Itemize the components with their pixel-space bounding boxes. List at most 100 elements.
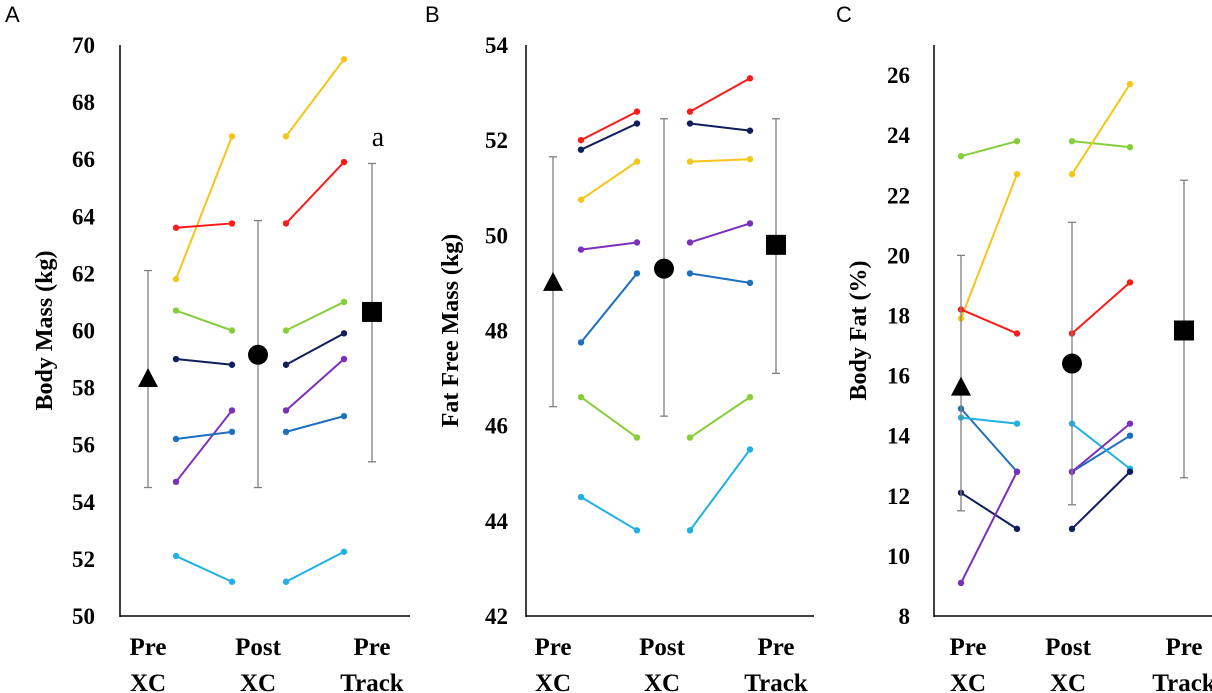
individual-point bbox=[633, 108, 641, 115]
individual-line bbox=[1071, 140, 1131, 149]
individual-point bbox=[577, 339, 585, 346]
individual-point bbox=[577, 393, 585, 401]
x-category-label: Post bbox=[235, 634, 282, 661]
individual-point bbox=[686, 239, 694, 246]
y-tick-label: 66 bbox=[72, 147, 95, 172]
individual-point bbox=[633, 120, 641, 127]
y-tick-label: 58 bbox=[72, 376, 95, 401]
y-tick-label: 60 bbox=[72, 319, 95, 344]
y-tick-label: 22 bbox=[887, 183, 910, 208]
individual-point bbox=[746, 279, 754, 287]
x-category-label: XC bbox=[644, 670, 680, 693]
x-category-label: XC bbox=[950, 670, 986, 693]
individual-point bbox=[228, 133, 236, 140]
mean-marker-square bbox=[766, 234, 786, 255]
individual-point bbox=[1126, 143, 1134, 151]
y-tick-label: 42 bbox=[485, 604, 508, 629]
y-tick-label: 70 bbox=[72, 33, 95, 58]
mean-marker-circle bbox=[654, 258, 674, 279]
y-tick-label: 44 bbox=[485, 509, 509, 534]
individual-point bbox=[1013, 525, 1021, 533]
panel-b: B 42 44 46 48 50 52 54 Fat Free Mass (kg) Pre XC Po… bbox=[425, 2, 814, 693]
individual-line bbox=[1071, 434, 1131, 473]
individual-line bbox=[689, 222, 751, 244]
x-category-label: Track bbox=[744, 670, 808, 693]
y-tick-label: 54 bbox=[72, 490, 96, 515]
individual-line bbox=[175, 555, 233, 583]
individual-point bbox=[633, 527, 641, 534]
individual-line bbox=[580, 396, 638, 439]
individual-line bbox=[960, 491, 1018, 530]
individual-line bbox=[1071, 422, 1131, 470]
individual-point bbox=[1126, 80, 1134, 88]
individual-point bbox=[577, 246, 585, 253]
y-tick-label: 50 bbox=[72, 604, 95, 629]
individual-point bbox=[633, 239, 641, 246]
individual-point bbox=[1013, 171, 1021, 178]
individual-point bbox=[746, 446, 754, 453]
individual-point bbox=[1068, 171, 1076, 178]
individual-point bbox=[228, 578, 236, 585]
individual-point bbox=[172, 478, 180, 486]
y-axis-label: Fat Free Mass (kg) bbox=[438, 234, 464, 428]
individual-line bbox=[1071, 83, 1131, 175]
individual-line bbox=[960, 416, 1018, 425]
individual-line bbox=[285, 358, 345, 412]
individual-point bbox=[172, 355, 180, 363]
significance-annotation: a bbox=[372, 122, 385, 153]
individual-line bbox=[1071, 281, 1131, 335]
y-tick-label: 56 bbox=[72, 433, 95, 458]
panel-a: A 50 52 54 56 58 60 62 64 66 68 70 Body Mass (kg) Pre… bbox=[5, 2, 410, 693]
individual-point bbox=[577, 196, 585, 203]
individual-line bbox=[1071, 422, 1131, 473]
x-category-label: Track bbox=[1152, 670, 1212, 693]
individual-line bbox=[285, 550, 345, 583]
x-category-label: Pre bbox=[949, 634, 986, 661]
mean-marker-circle bbox=[248, 344, 268, 365]
individual-point bbox=[1068, 525, 1076, 533]
individual-line bbox=[580, 241, 638, 251]
individual-point bbox=[282, 428, 290, 436]
individual-point bbox=[340, 330, 348, 337]
individual-point bbox=[1013, 420, 1021, 427]
y-tick-label: 54 bbox=[485, 33, 509, 58]
individual-line bbox=[689, 77, 751, 113]
individual-point bbox=[577, 136, 585, 144]
x-category-label: Pre bbox=[129, 634, 166, 661]
individual-line bbox=[175, 135, 233, 280]
y-tick-label: 18 bbox=[887, 303, 910, 328]
x-category-label: Track bbox=[340, 670, 404, 693]
individual-point bbox=[228, 361, 236, 368]
x-category-label: Pre bbox=[757, 634, 794, 661]
individual-line bbox=[285, 332, 345, 366]
individual-point bbox=[1068, 137, 1076, 145]
individual-line bbox=[285, 301, 345, 332]
individual-point bbox=[228, 428, 236, 436]
individual-point bbox=[172, 224, 180, 231]
individual-point bbox=[633, 158, 641, 165]
y-tick-label: 14 bbox=[887, 424, 911, 449]
x-category-label: Post bbox=[639, 634, 686, 661]
y-tick-label: 64 bbox=[72, 204, 96, 229]
individual-point bbox=[686, 120, 694, 127]
individual-line bbox=[175, 309, 233, 332]
panel-letter: B bbox=[425, 2, 440, 27]
individual-point bbox=[172, 307, 180, 314]
individual-point bbox=[1013, 137, 1021, 145]
individual-line bbox=[580, 496, 638, 532]
individual-point bbox=[686, 270, 694, 277]
mean-marker-square bbox=[362, 301, 382, 322]
individual-line bbox=[175, 409, 233, 483]
y-tick-label: 10 bbox=[887, 544, 910, 569]
y-tick-label: 12 bbox=[887, 484, 910, 509]
individual-line bbox=[960, 140, 1018, 158]
y-tick-label: 68 bbox=[72, 90, 95, 115]
individual-point bbox=[957, 579, 965, 587]
y-axis-label: Body Mass (kg) bbox=[32, 250, 58, 410]
individual-point bbox=[577, 493, 585, 501]
individual-point bbox=[746, 393, 754, 401]
y-tick-label: 62 bbox=[72, 261, 95, 286]
individual-line bbox=[175, 358, 233, 366]
individual-line bbox=[689, 448, 751, 531]
y-tick-label: 20 bbox=[887, 243, 910, 268]
